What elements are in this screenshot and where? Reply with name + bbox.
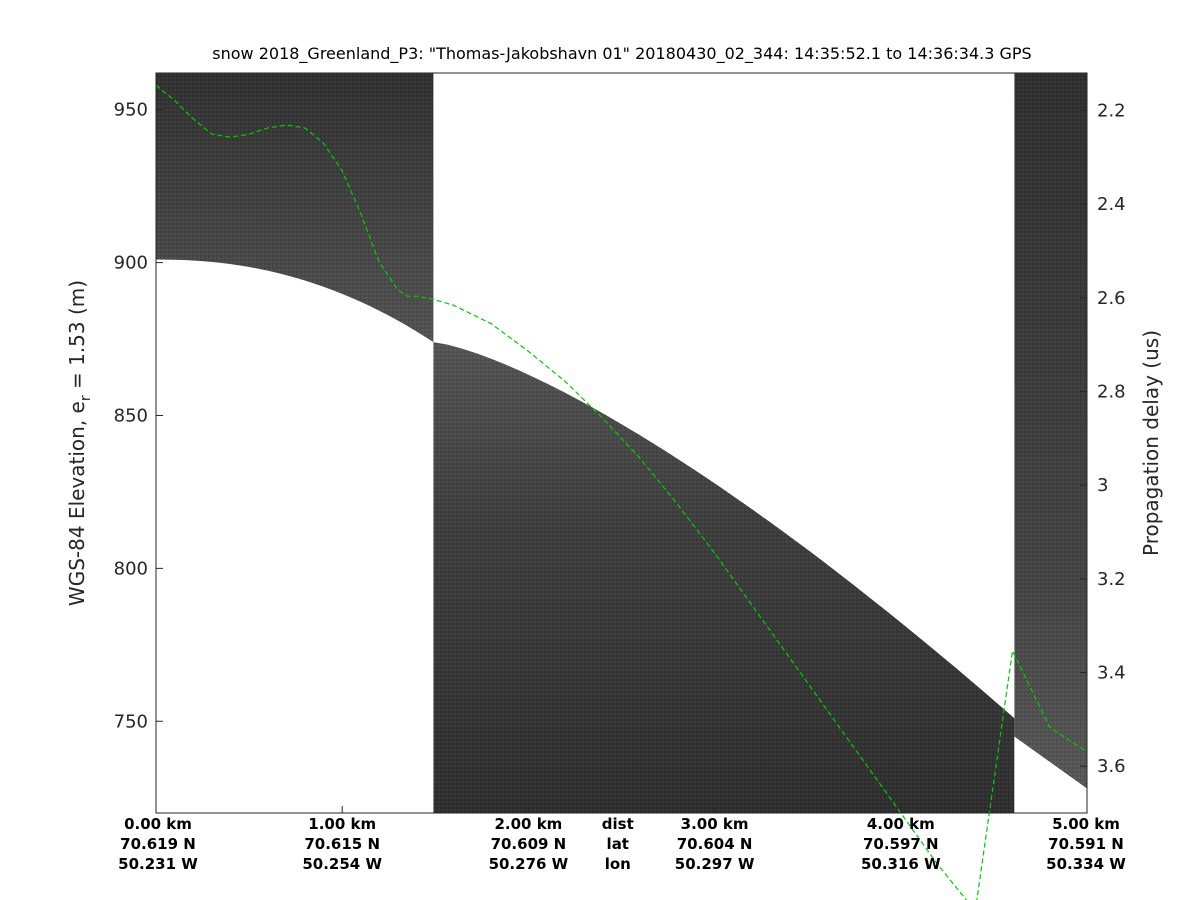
surface-line-series (155, 84, 1088, 900)
x-tick-lat: 70.591 N (1048, 835, 1124, 853)
y2-tick-label: 2.4 (1097, 194, 1126, 215)
y2-tick-label: 3.2 (1097, 569, 1126, 590)
left-y-label-tail: = 1.53 (m) (65, 280, 89, 395)
x-tick-lon: 50.297 W (675, 855, 755, 873)
y2-tick-label: 3 (1097, 475, 1108, 496)
x-tick-dist: 0.00 km (124, 815, 192, 833)
y2-tick-label: 3.4 (1097, 662, 1126, 683)
y2-tick-label: 2.6 (1097, 288, 1126, 309)
x-tick-lon: 50.276 W (489, 855, 569, 873)
x-tick-dist: 5.00 km (1052, 815, 1120, 833)
left-y-axis: 750 800 850 900 950 (114, 100, 163, 732)
plot-area (156, 73, 1087, 813)
y-tick-label: 850 (114, 405, 148, 426)
no-data-region-mid (433, 73, 1015, 719)
x-axis: 0.00 km 70.619 N 50.231 W 1.00 km 70.615 N 50… (118, 806, 1126, 873)
x-tick-dist: 2.00 km (494, 815, 562, 833)
y-tick-label: 900 (114, 253, 148, 274)
x-tick-dist: 4.00 km (867, 815, 935, 833)
x-tick-lat: 70.604 N (677, 835, 753, 853)
chart-title: snow 2018_Greenland_P3: "Thomas-Jakobsha… (212, 44, 1031, 64)
right-y-axis: 2.2 2.4 2.6 2.8 3 3.2 3.4 3.6 (1080, 100, 1126, 777)
y2-tick-label: 2.2 (1097, 100, 1126, 121)
x-tick-lat: 70.597 N (863, 835, 939, 853)
y-tick-label: 950 (114, 100, 148, 121)
x-tick-dist: 3.00 km (681, 815, 749, 833)
x-tick-lat: 70.619 N (120, 835, 196, 853)
x-tick-lon: 50.316 W (861, 855, 941, 873)
x-tick-lat: 70.615 N (304, 835, 380, 853)
left-y-axis-label: WGS-84 Elevation, er = 1.53 (m) (65, 280, 94, 606)
right-y-axis-label: Propagation delay (us) (1139, 330, 1163, 556)
x-tick-dist: 1.00 km (308, 815, 376, 833)
y-tick-label: 800 (114, 558, 148, 579)
x-row-label-lon: lon (605, 855, 631, 873)
x-tick-lon: 50.254 W (302, 855, 382, 873)
left-y-label-subscript: r (78, 395, 94, 401)
no-data-region-left (156, 259, 434, 813)
x-tick-lon: 50.334 W (1046, 855, 1126, 873)
y-tick-label: 750 (114, 711, 148, 732)
x-tick-lat: 70.609 N (491, 835, 567, 853)
y2-tick-label: 2.8 (1097, 381, 1126, 402)
plot-frame (155, 72, 1088, 814)
x-row-label-lat: lat (607, 835, 629, 853)
x-row-label-dist: dist (602, 815, 634, 833)
x-tick-lon: 50.231 W (118, 855, 198, 873)
left-y-label-main: WGS-84 Elevation, e (65, 401, 89, 606)
surface-line-1 (155, 84, 1088, 900)
no-data-region-right (1014, 736, 1087, 813)
y2-tick-label: 3.6 (1097, 756, 1126, 777)
